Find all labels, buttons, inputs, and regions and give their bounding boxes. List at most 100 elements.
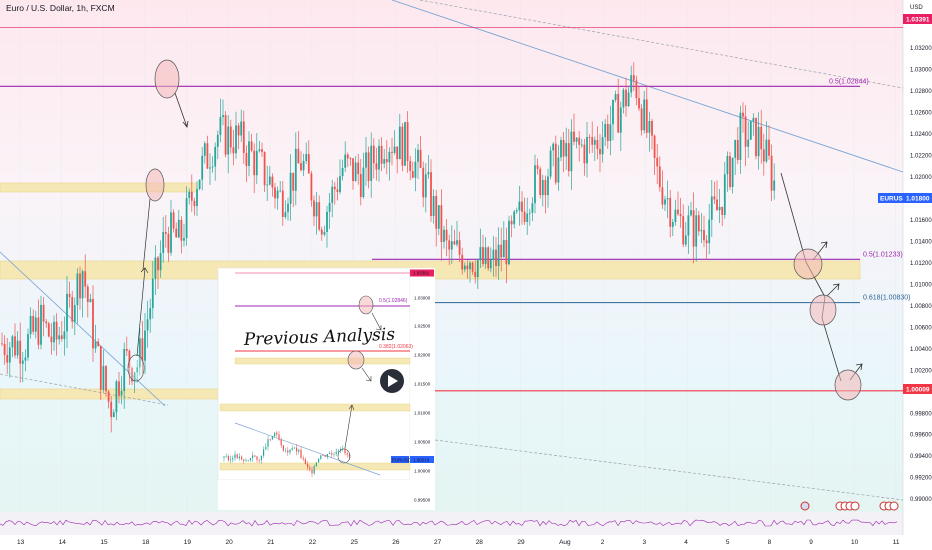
candle-body	[209, 167, 211, 169]
candle-body	[287, 203, 289, 213]
time-axis: 13 14 15 18 19 20 21 22 25 26 27 28 29 Aug 2 3 4 5 8 9 10 11	[17, 539, 900, 546]
price-tick-label: 0.99800	[910, 411, 932, 417]
price-axis-background	[903, 0, 932, 535]
candlestick-series	[1, 62, 776, 433]
candle-body	[440, 205, 443, 242]
candle-body	[188, 191, 191, 198]
candle-body	[336, 189, 339, 193]
us-flag-icon[interactable]	[800, 501, 810, 511]
candle-body	[596, 139, 599, 149]
candle-body	[19, 340, 22, 364]
time-tick-label: 19	[184, 539, 192, 546]
candle-body	[614, 94, 617, 100]
candle-body	[235, 125, 237, 154]
candle-body	[757, 126, 760, 157]
candle-body	[656, 157, 659, 167]
candle-body	[747, 139, 750, 147]
previous-analysis-inset: 0.5(1.02846) 0.382(1.02063) Previous Ana…	[217, 267, 435, 510]
candle-body	[456, 240, 458, 245]
candle-body	[388, 151, 391, 163]
projection-arrow-2	[826, 283, 840, 297]
candle-body	[687, 215, 690, 236]
price-tag-top: 1.03391	[903, 14, 932, 24]
time-tick-label: 25	[351, 539, 359, 546]
candle-body	[500, 244, 503, 258]
candle-body	[716, 199, 718, 211]
candle-body	[765, 139, 768, 162]
candle-body	[669, 198, 672, 227]
candle-body	[697, 215, 700, 232]
candle-body	[523, 211, 526, 222]
candle-body	[627, 92, 630, 107]
event-icon-4[interactable]	[850, 501, 860, 511]
candle-body	[469, 262, 471, 270]
candle-body	[110, 401, 113, 418]
candle-body	[94, 341, 97, 349]
candle-body	[383, 159, 386, 164]
candle-body	[97, 341, 100, 346]
candle-body	[601, 137, 604, 155]
candle-body	[752, 117, 755, 122]
candle-body	[471, 262, 474, 272]
candle-body	[250, 141, 253, 151]
candle-body	[580, 144, 583, 146]
time-tick-label: 29	[517, 539, 525, 546]
candle-body	[214, 146, 217, 167]
candle-body	[281, 190, 284, 217]
candle-body	[430, 172, 432, 216]
candle-body	[112, 412, 115, 418]
annotation-arrow-low	[136, 267, 149, 357]
candle-body	[575, 137, 578, 142]
candle-body	[154, 257, 157, 279]
indicator-pane	[0, 512, 903, 535]
price-tick-label: 1.00800	[910, 304, 932, 310]
economic-event-icons[interactable]	[800, 501, 899, 511]
candle-body	[521, 201, 523, 212]
time-tick-label: 26	[392, 539, 400, 546]
candle-body	[497, 244, 500, 266]
candle-body	[427, 172, 430, 175]
candle-body	[339, 176, 341, 193]
candle-body	[671, 222, 674, 227]
candle-body	[333, 186, 336, 190]
candle-body	[653, 135, 656, 158]
candle-body	[398, 126, 401, 160]
candle-body	[604, 124, 607, 138]
video-play-button[interactable]	[380, 369, 404, 393]
candle-body	[258, 149, 261, 151]
candle-body	[435, 196, 438, 229]
candle-body	[159, 253, 162, 271]
candle-body	[682, 216, 685, 245]
candle-body	[279, 190, 282, 192]
candle-body	[479, 247, 482, 261]
candle-body	[622, 89, 625, 108]
candle-body	[679, 214, 682, 217]
candle-body	[219, 117, 222, 135]
candle-body	[136, 367, 139, 373]
price-tick-label: 1.03200	[910, 46, 932, 52]
candle-body	[705, 240, 708, 244]
candle-body	[11, 336, 14, 348]
candle-body	[138, 338, 141, 368]
event-icon-7[interactable]	[889, 501, 899, 511]
price-axis: 1.03200 1.03000 1.02800 1.02600 1.02400 1.022…	[910, 46, 932, 503]
time-tick-label: 3	[643, 539, 647, 546]
candle-body	[123, 349, 126, 391]
candle-body	[713, 196, 716, 200]
candle-body	[606, 124, 609, 141]
candle-body	[593, 139, 596, 145]
time-tick-label: 18	[142, 539, 150, 546]
candle-body	[630, 75, 633, 93]
svg-text:1.00216: 1.00216	[413, 458, 430, 463]
candle-body	[378, 145, 380, 170]
candle-body	[549, 150, 552, 177]
candle-body	[703, 230, 705, 241]
candle-body	[3, 343, 6, 355]
candle-body	[432, 196, 435, 216]
time-axis-background	[0, 535, 932, 550]
candle-body	[346, 154, 349, 159]
annotation-arrow-top	[174, 92, 189, 128]
candle-body	[349, 158, 352, 160]
candle-body	[224, 115, 227, 155]
